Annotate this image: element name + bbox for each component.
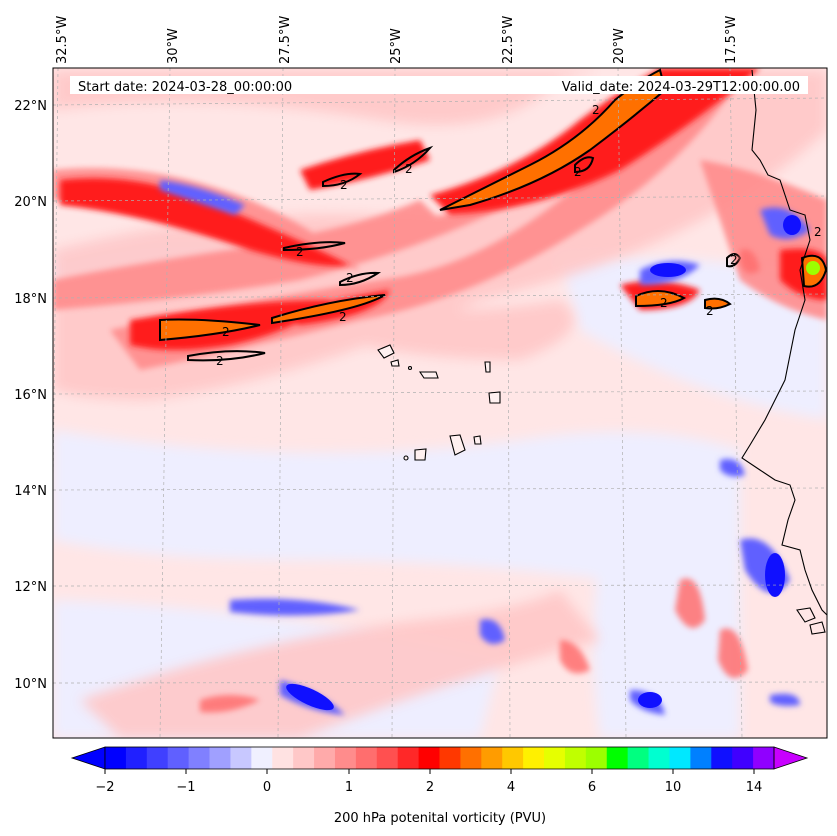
colorbar-cell: [439, 747, 461, 769]
colorbar-cell: [502, 747, 524, 769]
lat-label: 20°N: [14, 195, 47, 210]
contour-label: 2: [216, 354, 224, 368]
colorbar-cell: [711, 747, 733, 769]
colorbar-outline: [104, 746, 775, 770]
colorbar-ticks: [104, 769, 755, 774]
lon-label: 22.5°W: [501, 16, 516, 64]
contour-label: 2: [340, 178, 348, 192]
colorbar-cell: [690, 747, 712, 769]
lat-label: 22°N: [14, 99, 47, 114]
contour-labels: 2 2 2 2 2 2 2 2 2 2 2 2 2: [216, 103, 822, 368]
colorbar-cell: [564, 747, 587, 769]
cb-tick-label: −2: [95, 780, 114, 795]
contour-label: 2: [339, 310, 347, 324]
map-frame: [52, 67, 828, 739]
cb-tick-label: −1: [176, 780, 195, 795]
coastlines: [741, 69, 827, 635]
cb-tick-label: 2: [426, 780, 434, 795]
colorbar-cell: [209, 747, 231, 769]
colorbar-cell: [669, 747, 691, 769]
cb-tick-label: 0: [263, 780, 271, 795]
colorbar-tick-labels: −2 −1 0 1 2 4 6 10 14: [95, 780, 762, 795]
lon-label: 20°W: [612, 28, 627, 64]
colorbar-cell: [627, 747, 649, 769]
colorbar-cell: [146, 747, 169, 769]
colorbar-cell: [732, 747, 754, 769]
colorbar-cell: [355, 747, 378, 769]
colorbar-cell: [418, 747, 440, 769]
colorbar: −2 −1 0 1 2 4 6 10 14 200 hPa potenital …: [70, 746, 809, 826]
lon-label: 32.5°W: [55, 16, 70, 64]
header-band: [70, 76, 808, 94]
lat-label: 18°N: [14, 292, 47, 307]
cb-tick-label: 14: [746, 780, 763, 795]
colorbar-cell: [105, 747, 127, 769]
colorbar-cell: [648, 747, 670, 769]
colorbar-min-extend: [70, 746, 106, 770]
contour-label: 2: [296, 245, 304, 259]
colorbar-cell: [272, 747, 294, 769]
map-gridlines: [53, 68, 827, 738]
colorbar-cell: [167, 747, 190, 769]
colorbar-title: 200 hPa potenital vorticity (PVU): [334, 811, 546, 826]
longitude-labels: 32.5°W 30°W 27.5°W 25°W 22.5°W 20°W 17.5…: [55, 16, 739, 64]
contour-label: 2: [405, 162, 413, 176]
colorbar-cell: [544, 747, 566, 769]
contour-label: 2: [574, 165, 582, 179]
cb-tick-label: 6: [588, 780, 596, 795]
contour-label: 2: [346, 271, 354, 285]
contour-label: 2: [706, 304, 714, 318]
contour-label: 2: [592, 103, 600, 117]
colorbar-cell: [606, 747, 629, 769]
lon-label: 27.5°W: [278, 16, 293, 64]
colorbar-cell: [481, 747, 503, 769]
map-panel: 2 2 2 2 2 2 2 2 2 2 2 2 2 Start date: 20…: [53, 68, 827, 738]
colorbar-cell: [397, 747, 419, 769]
cape-verde-islands: [377, 344, 501, 461]
cb-tick-label: 4: [507, 780, 515, 795]
colorbar-cell: [314, 747, 336, 769]
lon-label: 17.5°W: [724, 16, 739, 64]
colorbar-cell: [376, 747, 399, 769]
high-pv-peak: [806, 261, 820, 275]
colorbar-cell: [334, 747, 357, 769]
latitude-labels: 22°N 20°N 18°N 16°N 14°N 12°N 10°N: [14, 99, 47, 692]
colorbar-cell: [523, 747, 545, 769]
contour-label: 2: [814, 225, 822, 239]
cb-tick-label: 10: [665, 780, 682, 795]
contour-label: 2: [222, 325, 230, 339]
lat-label: 16°N: [14, 388, 47, 403]
valid-date-label: Valid_date: 2024-03-29T12:00:00.00: [562, 80, 800, 95]
colorbar-cell: [460, 747, 482, 769]
start-date-label: Start date: 2024-03-28_00:00:00: [78, 80, 292, 95]
lat-label: 10°N: [14, 677, 47, 692]
colorbar-cell: [188, 747, 210, 769]
colorbar-cell: [125, 747, 148, 769]
colorbar-max-extend: [773, 746, 809, 770]
colorbar-cell: [293, 747, 315, 769]
high-pv-thin-contours: [187, 145, 742, 362]
lon-label: 30°W: [166, 28, 181, 64]
colorbar-cell: [585, 747, 608, 769]
contour-label: 2: [660, 296, 668, 310]
lat-label: 12°N: [14, 580, 47, 595]
colorbar-cells: [105, 747, 775, 769]
negative-pv-cores: [286, 215, 801, 711]
lon-label: 25°W: [389, 28, 404, 64]
cb-tick-label: 1: [345, 780, 353, 795]
contour-label: 2: [730, 253, 738, 267]
lat-label: 14°N: [14, 484, 47, 499]
positive-pv-patches-south: [200, 249, 760, 713]
colorbar-cell: [230, 747, 252, 769]
colorbar-cell: [753, 747, 775, 769]
colorbar-cell: [251, 747, 273, 769]
